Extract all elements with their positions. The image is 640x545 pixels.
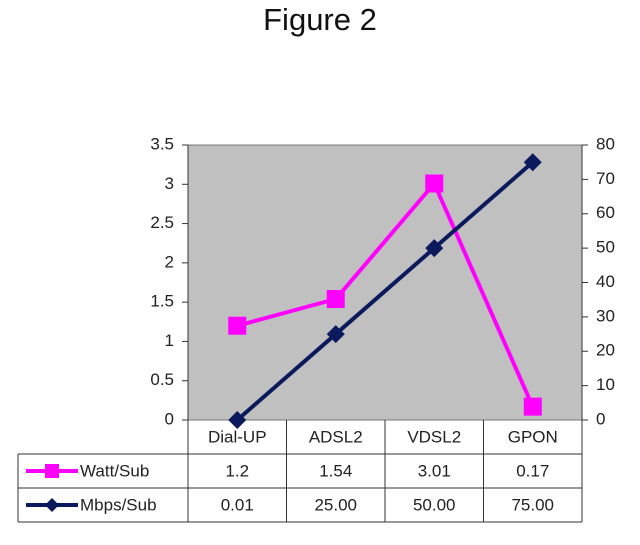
right-tick-label: 60	[596, 203, 615, 222]
legend-key-marker	[45, 498, 59, 512]
category-label: ADSL2	[309, 427, 363, 446]
series-line	[235, 160, 535, 422]
series-line	[236, 181, 535, 408]
right-tick-label: 20	[596, 341, 615, 360]
left-tick-label: 3	[165, 174, 174, 193]
category-label: VDSL2	[407, 427, 461, 446]
right-tick-label: 40	[596, 272, 615, 291]
series-marker	[425, 239, 444, 258]
left-tick-label: 0.5	[150, 370, 174, 389]
series-marker	[523, 153, 542, 172]
series-marker	[425, 174, 444, 193]
right-tick-label: 80	[596, 134, 615, 153]
right-tick-label: 50	[596, 238, 615, 257]
table-value: 0.01	[221, 495, 254, 514]
table-value: 1.2	[225, 461, 249, 480]
right-tick-label: 10	[596, 375, 615, 394]
legend-series-name: Mbps/Sub	[80, 495, 157, 514]
series-marker	[228, 410, 247, 429]
right-tick-label: 70	[596, 169, 615, 188]
table-value: 1.54	[319, 461, 352, 480]
series-marker	[523, 397, 542, 416]
left-tick-label: 2	[165, 252, 174, 271]
figure-title: Figure 2	[263, 2, 377, 37]
table-value: 50.00	[413, 495, 456, 514]
table-value: 3.01	[418, 461, 451, 480]
plot-area	[187, 144, 583, 421]
legend-key-marker	[45, 464, 59, 478]
table-value: 75.00	[511, 495, 554, 514]
left-tick-label: 2.5	[150, 213, 174, 232]
left-tick-label: 0	[165, 409, 174, 428]
table-value: 0.17	[516, 461, 549, 480]
category-label: Dial-UP	[208, 427, 267, 446]
series-marker	[326, 290, 345, 308]
legend-series-name: Watt/Sub	[80, 461, 149, 480]
left-tick-label: 1.5	[150, 292, 174, 311]
category-label: GPON	[508, 427, 558, 446]
series-marker	[326, 325, 345, 344]
right-tick-label: 0	[596, 409, 605, 428]
series-marker	[228, 316, 247, 335]
right-tick-label: 30	[596, 306, 615, 325]
left-tick-label: 1	[165, 331, 174, 350]
left-tick-label: 3.5	[150, 134, 174, 153]
table-value: 25.00	[314, 495, 357, 514]
